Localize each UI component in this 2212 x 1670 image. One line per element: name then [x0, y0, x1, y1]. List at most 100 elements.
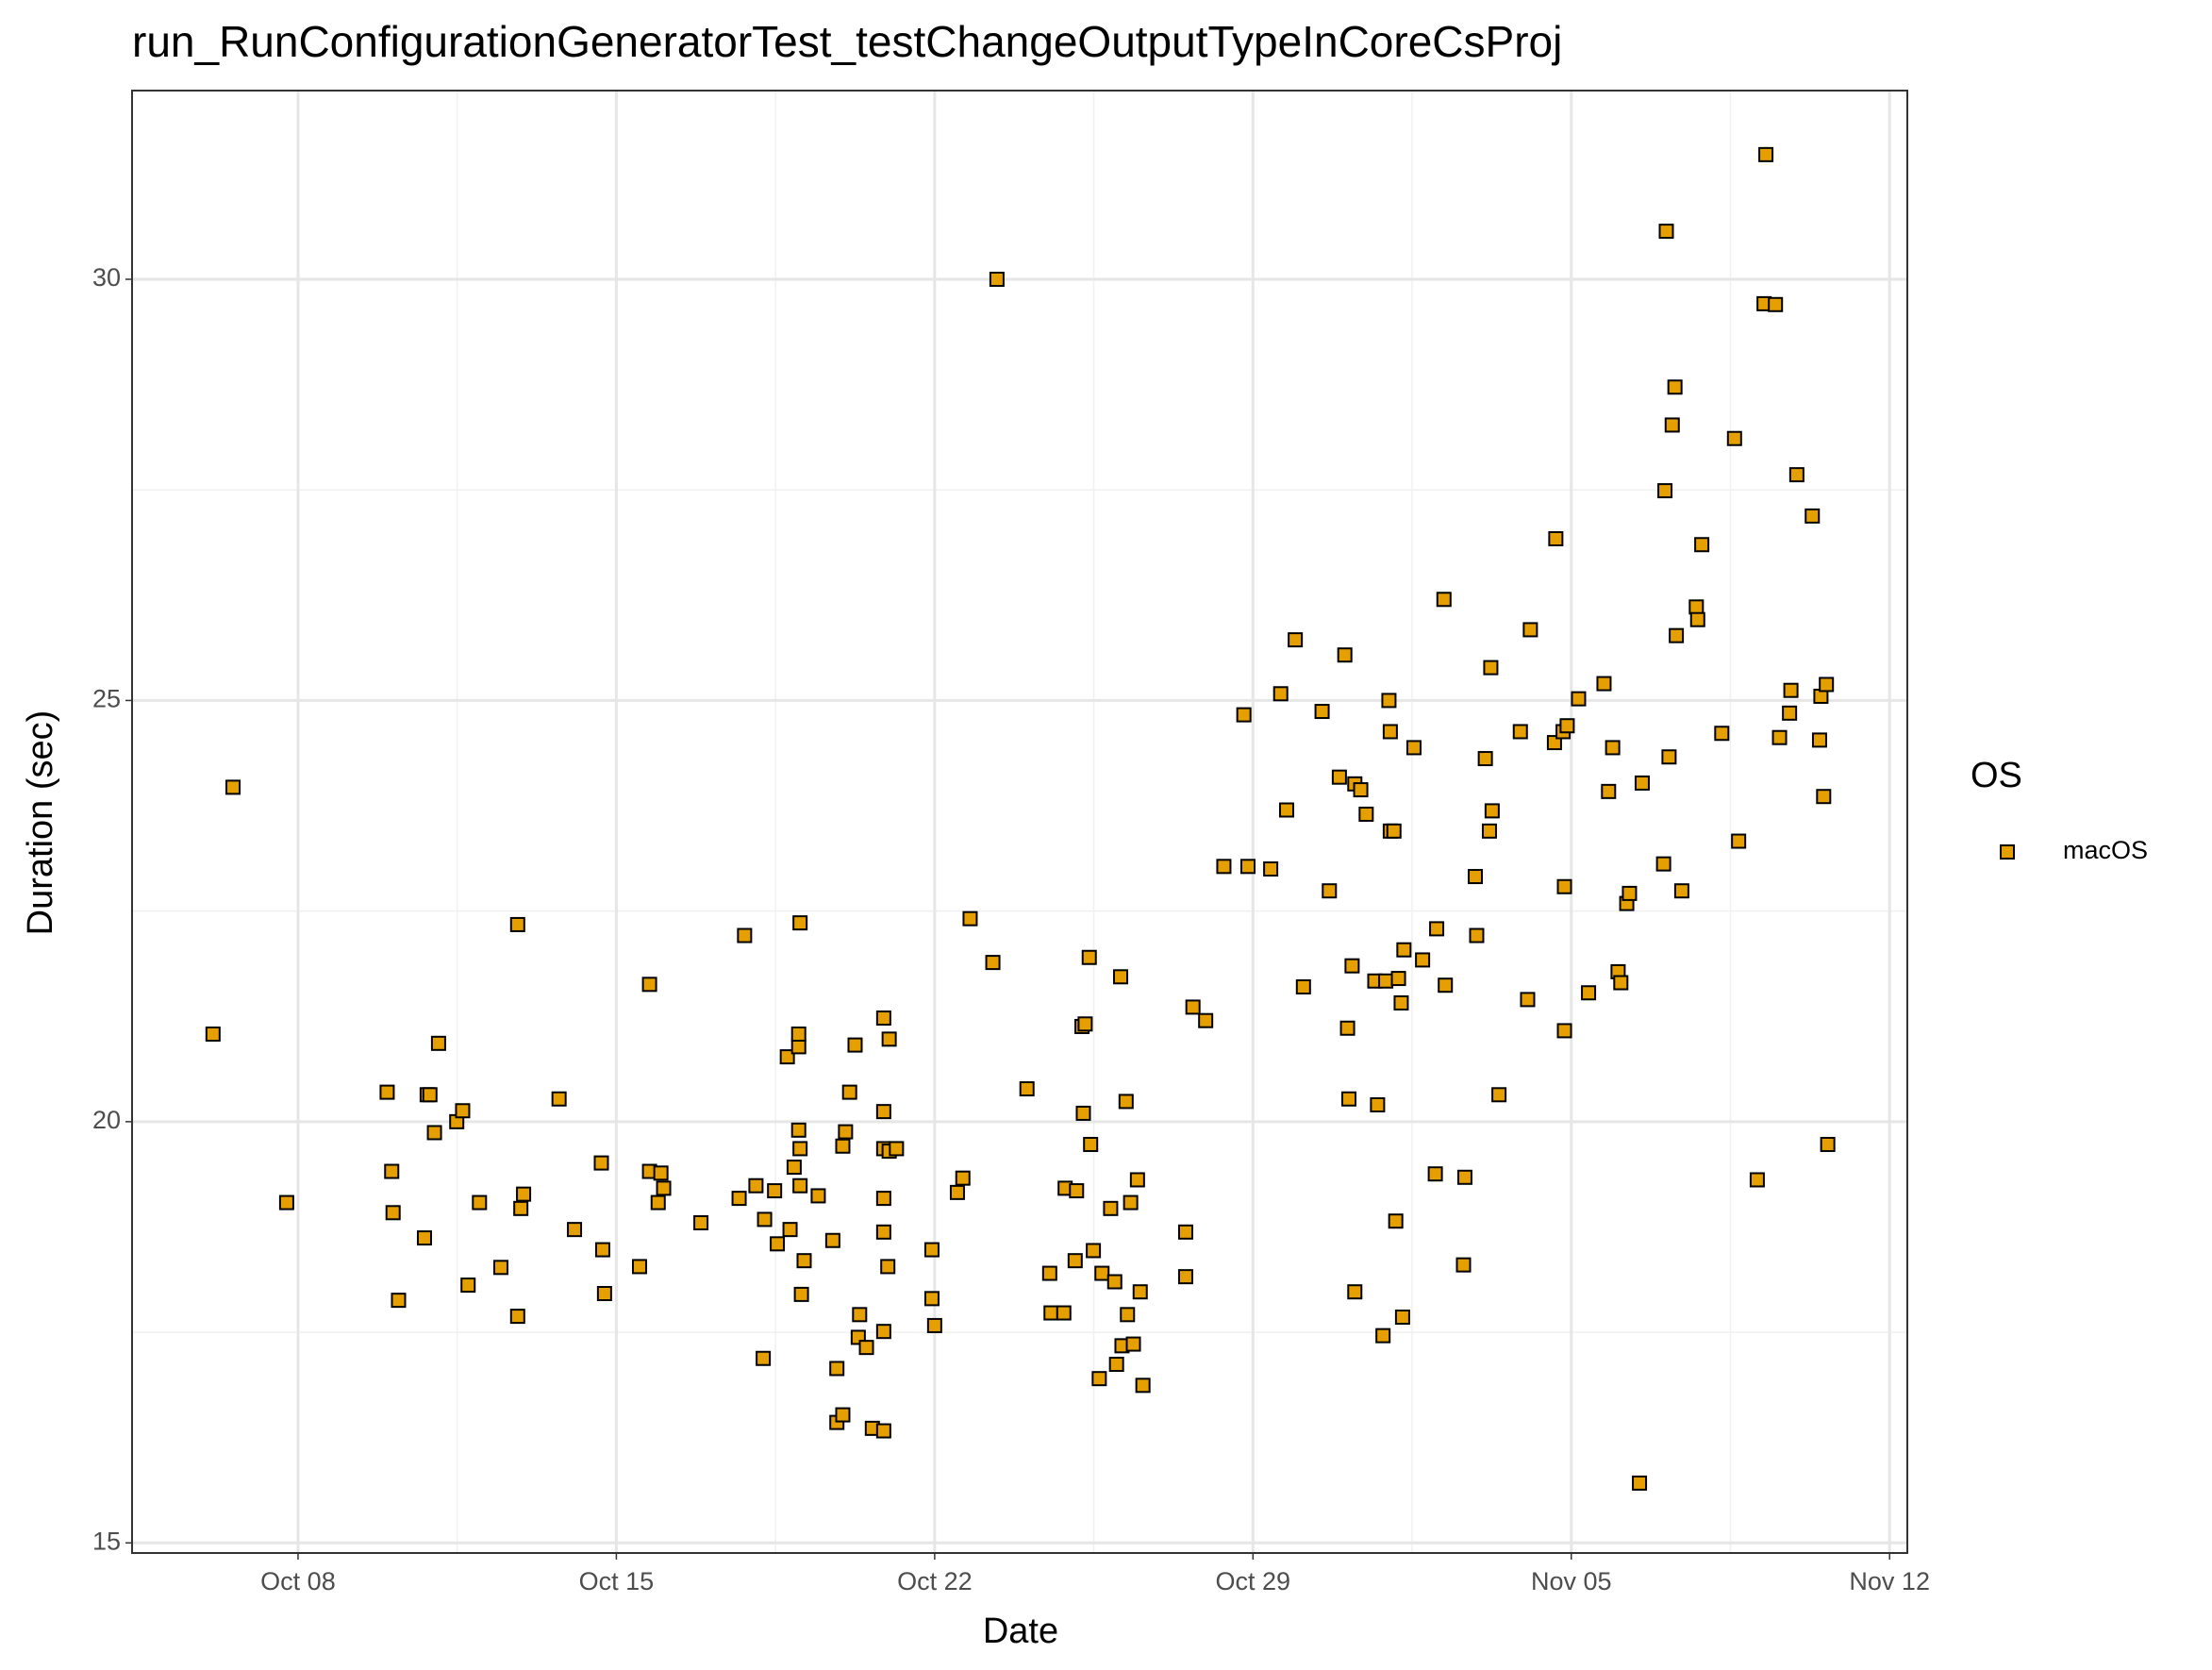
point	[1077, 1016, 1093, 1032]
y-axis-label: Duration (sec)	[21, 710, 60, 936]
point	[1820, 1136, 1836, 1152]
point	[455, 1103, 471, 1119]
point	[509, 1309, 525, 1325]
x-tick-label: Oct 08	[260, 1567, 336, 1595]
point	[1816, 789, 1832, 805]
point	[1086, 1243, 1102, 1259]
point	[1415, 952, 1431, 968]
point	[835, 1138, 851, 1154]
y-tick-label: 25	[92, 685, 121, 713]
point	[1783, 682, 1799, 698]
point	[205, 1027, 221, 1042]
point	[1288, 632, 1304, 648]
point	[1405, 740, 1422, 756]
point	[1782, 705, 1798, 721]
point	[430, 1035, 446, 1051]
point	[1596, 676, 1612, 692]
point	[513, 1200, 529, 1216]
point	[596, 1286, 612, 1301]
point	[1393, 994, 1409, 1010]
point	[790, 1122, 807, 1138]
point	[1484, 803, 1500, 819]
point	[1081, 949, 1097, 965]
point	[1314, 704, 1330, 720]
point	[1135, 1378, 1151, 1394]
point	[1113, 969, 1129, 985]
point	[858, 1340, 874, 1356]
point	[1396, 942, 1412, 958]
point	[989, 272, 1005, 287]
point	[770, 1236, 786, 1252]
chart-title: run_RunConfigurationGeneratorTest_testCh…	[132, 17, 1562, 66]
point	[1548, 531, 1564, 546]
legend-marker	[2000, 844, 2015, 860]
point	[1657, 483, 1673, 499]
point	[1622, 885, 1638, 901]
point	[1106, 1274, 1123, 1290]
point	[835, 1407, 851, 1423]
point	[509, 916, 525, 932]
point	[422, 1087, 438, 1103]
point	[653, 1165, 669, 1181]
point	[1120, 1307, 1136, 1323]
point	[426, 1125, 442, 1141]
x-tick-label: Nov 12	[1849, 1567, 1930, 1595]
point	[875, 1104, 891, 1120]
point	[1103, 1200, 1119, 1216]
point	[767, 1183, 783, 1199]
point	[1388, 1213, 1404, 1229]
point	[1669, 627, 1685, 643]
y-tick-label: 20	[92, 1106, 121, 1134]
point	[1601, 783, 1617, 799]
point	[1688, 599, 1705, 615]
point	[631, 1259, 647, 1275]
point	[1546, 735, 1562, 751]
x-tick-label: Oct 15	[579, 1567, 655, 1595]
point	[1108, 1357, 1124, 1372]
point	[731, 1191, 747, 1207]
point	[1477, 751, 1493, 767]
point	[810, 1188, 826, 1204]
point	[1689, 611, 1705, 627]
point	[1655, 856, 1671, 872]
point	[875, 1191, 891, 1207]
legend-label: macOS	[2063, 836, 2148, 864]
point	[985, 955, 1001, 971]
point	[880, 1259, 896, 1275]
point	[1456, 1169, 1472, 1185]
plot-background	[132, 91, 1907, 1553]
point	[1295, 979, 1311, 994]
point	[1605, 740, 1621, 756]
point	[748, 1177, 764, 1194]
point	[1381, 693, 1397, 709]
point	[278, 1194, 294, 1211]
plot-border	[131, 90, 1908, 1554]
point	[1694, 537, 1710, 553]
point	[492, 1260, 508, 1276]
point	[1481, 823, 1497, 839]
point	[1438, 977, 1454, 994]
point	[391, 1293, 407, 1309]
point	[1118, 1094, 1134, 1110]
point	[955, 1170, 971, 1186]
point	[1664, 417, 1680, 433]
point	[779, 1049, 795, 1065]
point	[1272, 686, 1289, 702]
point	[1344, 958, 1360, 974]
point	[1632, 1475, 1648, 1491]
point	[790, 1027, 807, 1042]
point	[1581, 985, 1597, 1001]
point	[1069, 1183, 1085, 1199]
point	[1613, 975, 1629, 991]
point	[656, 1180, 672, 1196]
point	[516, 1186, 532, 1202]
point	[1429, 921, 1445, 937]
point	[782, 1222, 798, 1238]
y-tick-label: 15	[92, 1527, 121, 1555]
point	[1331, 769, 1347, 785]
point	[786, 1160, 802, 1176]
point	[792, 1177, 808, 1194]
x-tick-label: Nov 05	[1531, 1567, 1612, 1595]
point	[1198, 1012, 1214, 1028]
y-tick-label: 30	[92, 263, 121, 292]
